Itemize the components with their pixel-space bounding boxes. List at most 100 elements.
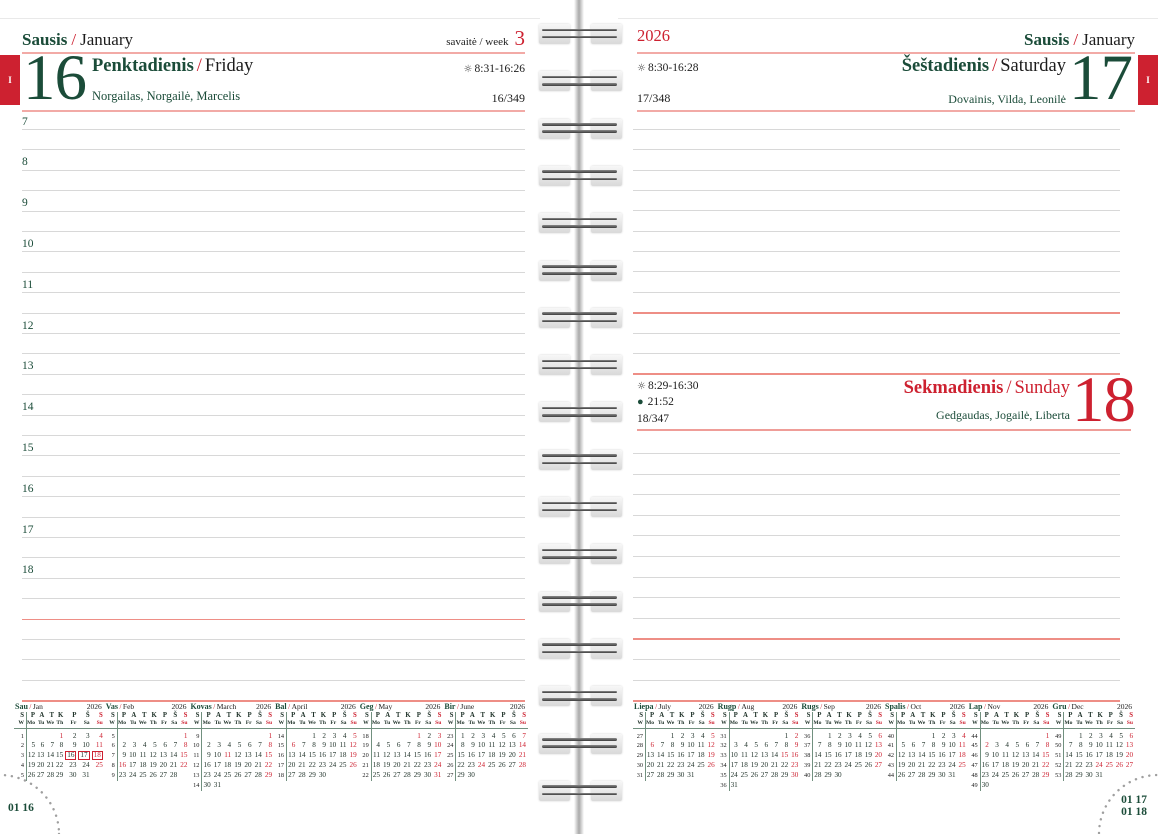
week-col-header: S <box>189 712 203 720</box>
day-letter-en: Su <box>790 720 801 729</box>
calendar-day: 20 <box>1021 761 1030 770</box>
ruled-line <box>22 129 525 130</box>
calendar-day: 1 <box>827 731 832 740</box>
day-letter-lt: S <box>183 712 188 719</box>
calendar-day: 2 <box>207 741 211 750</box>
ruled-line <box>633 514 1120 516</box>
calendar-day: 6 <box>291 741 296 750</box>
mini-calendar-june: Bir / June 2026 S P A T K P Š S W Mo Tu We Th Fr Sa Su 23 1 2 3… <box>443 702 528 794</box>
sun-times: 8:30-16:28 <box>647 62 699 74</box>
ruled-line <box>633 312 1120 314</box>
calendar-day: 13 <box>908 751 916 760</box>
calendar-week-number: 46 <box>968 751 981 762</box>
calendar-week-number: 36 <box>800 731 814 742</box>
calendar-day: 15 <box>56 751 64 760</box>
ruled-line <box>633 373 1120 375</box>
ruled-line <box>633 210 1120 212</box>
calendar-day: 21 <box>518 751 526 760</box>
calendar-day: 11 <box>1105 741 1113 750</box>
calendar-day: 30 <box>981 780 989 789</box>
header-rule <box>22 110 525 112</box>
calendar-day: 13 <box>159 751 167 760</box>
calendar-day: 18 <box>697 751 705 760</box>
calendar-day <box>287 732 297 742</box>
sun-times: 8:31-16:26 <box>474 63 525 75</box>
calendar-day: 13 <box>874 741 883 750</box>
ruled-line <box>633 271 1120 273</box>
calendar-day: 25 <box>95 761 103 770</box>
slash-separator: / <box>820 703 823 711</box>
calendar-year: 2026 <box>698 702 714 711</box>
calendar-day: 12 <box>27 751 36 760</box>
day-letter-lt: A <box>1077 712 1083 719</box>
calendar-day: 20 <box>1125 751 1134 760</box>
calendar-day: 16 <box>938 751 946 760</box>
calendar-day: 18 <box>740 761 748 770</box>
slash-separator: / <box>992 56 998 76</box>
day-number: 16 <box>23 42 87 114</box>
calendar-week-number: 29 <box>633 751 646 762</box>
month-name-en: January <box>1082 30 1135 49</box>
day-letter-en: Sa <box>338 720 349 729</box>
calendar-day: 23 <box>834 761 842 770</box>
day-letter-en: Th <box>676 720 687 729</box>
calendar-day: 12 <box>234 751 242 760</box>
mini-calendar-header: Geg / May 2026 <box>359 702 444 712</box>
day-letter-en: Tu <box>656 720 667 729</box>
page-top-edge <box>0 18 540 19</box>
calendar-week-number: 13 <box>189 771 203 781</box>
calendar-day <box>348 771 358 781</box>
calendar-day: 23 <box>118 771 127 780</box>
calendar-day: 15 <box>264 751 273 760</box>
calendar-day <box>707 771 717 781</box>
ruled-line <box>22 618 525 620</box>
calendar-day: 11 <box>139 751 147 760</box>
calendar-week-number: 39 <box>800 761 814 772</box>
day-letter-en: Fr <box>1021 720 1032 729</box>
calendar-week-number: 5 <box>14 771 27 781</box>
calendar-day: 18 <box>91 751 105 761</box>
calendar-day: 13 <box>1125 741 1134 750</box>
calendar-day: 23 <box>791 761 799 770</box>
calendar-day <box>760 732 770 742</box>
calendar-day: 6 <box>650 741 655 750</box>
ruled-line <box>22 373 525 375</box>
day-letter-lt: K <box>1097 712 1103 719</box>
calendar-day: 14 <box>403 751 411 760</box>
calendar-day: 10 <box>434 741 442 750</box>
calendar-day: 19 <box>864 751 872 760</box>
calendar-day: 24 <box>213 771 221 780</box>
calendar-week-number: 40 <box>800 771 814 781</box>
calendar-day <box>338 771 348 781</box>
calendar-day: 29 <box>56 771 64 780</box>
calendar-month-en: Oct <box>910 702 922 711</box>
calendar-day: 8 <box>827 741 832 750</box>
ruled-line <box>22 190 525 192</box>
calendar-day: 8 <box>1078 741 1083 750</box>
calendar-day <box>991 732 1001 742</box>
calendar-year: 2026 <box>949 702 965 711</box>
calendar-day: 21 <box>918 761 926 770</box>
calendar-day: 12 <box>1115 741 1123 750</box>
corner-dotted-arc <box>1097 773 1158 834</box>
calendar-day: 24 <box>477 761 486 770</box>
calendar-week-number: 1 <box>14 731 27 742</box>
calendar-day-highlight: 16 <box>65 751 77 761</box>
ruled-line <box>22 659 525 661</box>
day-letter-lt: Š <box>173 712 178 719</box>
day-letter-lt: P <box>247 712 252 719</box>
day-letter-lt: A <box>300 712 306 719</box>
calendar-day <box>1011 732 1021 742</box>
calendar-day: 29 <box>264 771 273 780</box>
day-letter-lt: A <box>131 712 137 719</box>
mini-calendar-header: Sau / Jan 2026 <box>14 702 105 712</box>
calendar-day: 31 <box>82 771 90 780</box>
day-letter-en: Sa <box>253 720 264 729</box>
calendar-day <box>487 771 497 781</box>
calendar-day: 25 <box>372 771 380 780</box>
ruled-line <box>633 251 1120 253</box>
calendar-day: 30 <box>467 771 475 780</box>
day-letter-lt: A <box>215 712 221 719</box>
day-letter-en: Fr <box>65 720 79 729</box>
calendar-day <box>159 732 169 742</box>
